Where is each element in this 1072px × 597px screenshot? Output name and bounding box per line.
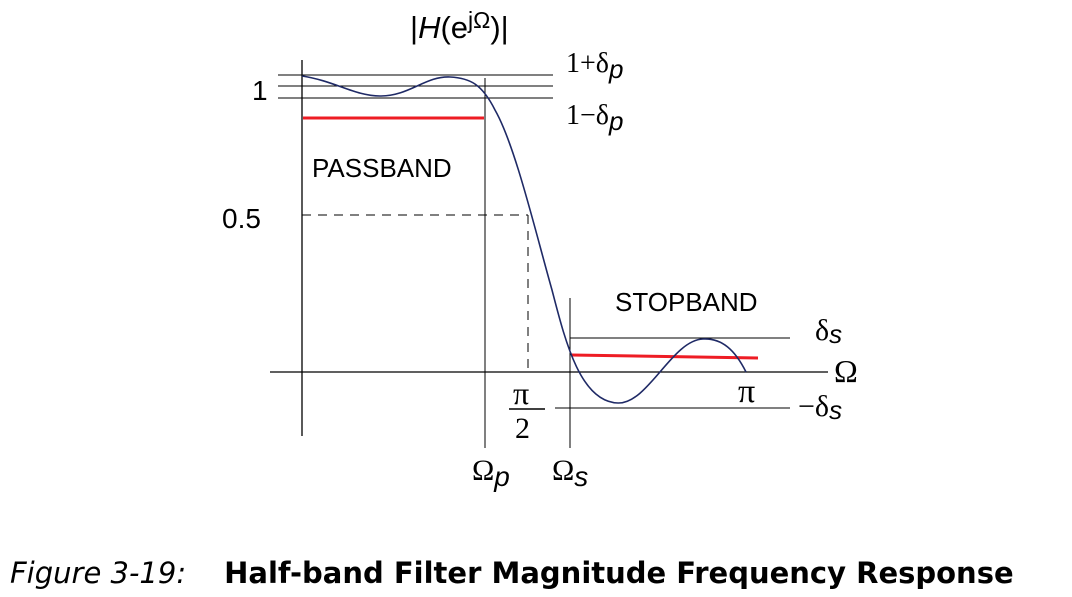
pi-over-2-denominator: 2 <box>515 412 530 445</box>
stopband-label: STOPBAND <box>615 287 758 317</box>
stopband-spec-line <box>570 353 759 360</box>
one-minus-delta-p-label: 1−δp <box>566 100 623 136</box>
omega-p-label: Ωp <box>472 454 510 492</box>
minus-delta-s-label: −δs <box>798 390 842 425</box>
omega-s-label: Ωs <box>552 454 588 492</box>
delta-s-label: δs <box>815 314 842 349</box>
passband-label: PASSBAND <box>312 153 452 183</box>
pi-label: π <box>738 373 755 410</box>
x-axis-omega-label: Ω <box>834 353 858 389</box>
figure-caption: Figure 3-19: Half-band Filter Magnitude F… <box>10 556 1070 590</box>
pi-over-2-numerator: π <box>513 375 529 411</box>
y-tick-1: 1 <box>252 75 268 106</box>
y-axis-title: |H(ejΩ)| <box>410 7 509 45</box>
figure-number: Figure 3-19: <box>10 556 187 590</box>
magnitude-response-curve <box>301 75 747 404</box>
y-tick-half: 0.5 <box>222 203 261 234</box>
figure-title: Half-band Filter Magnitude Frequency Res… <box>224 556 1014 590</box>
one-plus-delta-p-label: 1+δp <box>566 48 623 84</box>
